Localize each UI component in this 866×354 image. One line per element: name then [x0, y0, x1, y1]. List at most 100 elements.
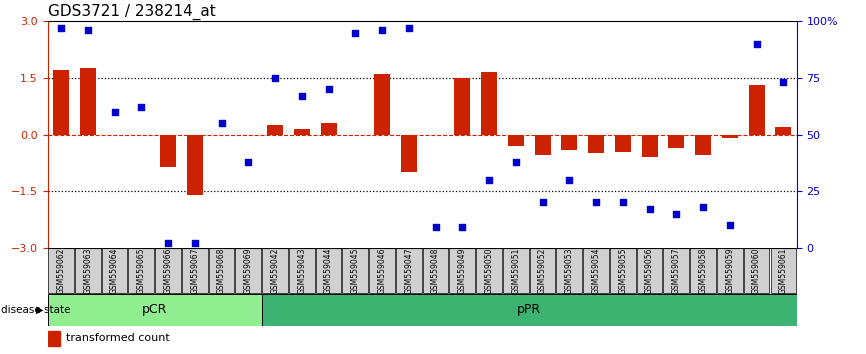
Text: GSM559062: GSM559062	[56, 247, 66, 294]
Text: GSM559064: GSM559064	[110, 247, 119, 294]
FancyBboxPatch shape	[48, 294, 262, 326]
Bar	[561, 135, 578, 150]
Text: GSM559053: GSM559053	[565, 247, 574, 294]
Bar	[455, 78, 470, 135]
FancyBboxPatch shape	[289, 248, 314, 293]
Bar	[481, 72, 497, 135]
Text: GSM559068: GSM559068	[217, 247, 226, 294]
Text: GSM559048: GSM559048	[431, 247, 440, 294]
FancyBboxPatch shape	[503, 248, 528, 293]
Point	[134, 104, 148, 110]
FancyBboxPatch shape	[262, 248, 288, 293]
Point	[643, 206, 656, 212]
Text: GSM559049: GSM559049	[458, 247, 467, 294]
FancyBboxPatch shape	[717, 248, 743, 293]
Point	[429, 224, 443, 230]
Point	[215, 120, 229, 126]
Text: GSM559057: GSM559057	[672, 247, 681, 294]
FancyBboxPatch shape	[476, 248, 502, 293]
Text: GSM559059: GSM559059	[726, 247, 734, 294]
FancyBboxPatch shape	[771, 248, 796, 293]
Text: transformed count: transformed count	[66, 333, 170, 343]
FancyBboxPatch shape	[48, 248, 74, 293]
Bar	[588, 135, 604, 153]
Bar	[187, 135, 203, 195]
FancyBboxPatch shape	[663, 248, 689, 293]
Point	[321, 86, 335, 92]
Text: GSM559055: GSM559055	[618, 247, 627, 294]
Bar	[320, 123, 337, 135]
Bar	[53, 70, 69, 135]
Text: GSM559061: GSM559061	[779, 247, 788, 294]
FancyBboxPatch shape	[557, 248, 582, 293]
Text: GSM559052: GSM559052	[538, 247, 547, 294]
Bar	[695, 135, 711, 155]
FancyBboxPatch shape	[209, 248, 235, 293]
Point	[750, 41, 764, 47]
Point	[54, 25, 68, 31]
FancyBboxPatch shape	[262, 294, 797, 326]
Text: GSM559066: GSM559066	[164, 247, 172, 294]
Point	[188, 240, 202, 246]
Text: GSM559058: GSM559058	[699, 247, 708, 294]
Point	[375, 28, 389, 33]
Text: GSM559046: GSM559046	[378, 247, 386, 294]
Bar	[615, 135, 630, 152]
Text: GSM559056: GSM559056	[645, 247, 654, 294]
Bar	[80, 68, 96, 135]
Bar	[267, 125, 283, 135]
FancyBboxPatch shape	[101, 248, 127, 293]
Text: GSM559063: GSM559063	[83, 247, 93, 294]
Point	[536, 200, 550, 205]
Point	[509, 159, 523, 165]
Point	[696, 204, 710, 210]
Text: pPR: pPR	[517, 303, 541, 316]
Text: disease state: disease state	[1, 305, 70, 315]
Text: GSM559043: GSM559043	[297, 247, 307, 294]
FancyBboxPatch shape	[369, 248, 395, 293]
FancyBboxPatch shape	[637, 248, 662, 293]
Point	[777, 80, 791, 85]
Point	[348, 30, 362, 35]
Bar	[507, 135, 524, 146]
Point	[589, 200, 603, 205]
Point	[294, 93, 308, 99]
Text: GSM559069: GSM559069	[244, 247, 253, 294]
Bar	[642, 135, 657, 157]
Text: GSM559067: GSM559067	[191, 247, 199, 294]
Point	[616, 200, 630, 205]
Text: GSM559065: GSM559065	[137, 247, 145, 294]
FancyBboxPatch shape	[423, 248, 449, 293]
FancyBboxPatch shape	[182, 248, 208, 293]
Point	[81, 28, 94, 33]
FancyBboxPatch shape	[530, 248, 555, 293]
Text: GSM559051: GSM559051	[511, 247, 520, 294]
Text: GSM559044: GSM559044	[324, 247, 333, 294]
Bar	[748, 85, 765, 135]
FancyBboxPatch shape	[744, 248, 769, 293]
Text: GDS3721 / 238214_at: GDS3721 / 238214_at	[48, 4, 216, 20]
FancyBboxPatch shape	[155, 248, 181, 293]
Text: GSM559054: GSM559054	[591, 247, 600, 294]
Text: GSM559045: GSM559045	[351, 247, 359, 294]
Point	[456, 224, 469, 230]
Text: GSM559050: GSM559050	[485, 247, 494, 294]
FancyBboxPatch shape	[316, 248, 341, 293]
FancyBboxPatch shape	[449, 248, 475, 293]
Point	[268, 75, 282, 81]
Bar	[401, 135, 417, 172]
FancyBboxPatch shape	[583, 248, 609, 293]
Point	[562, 177, 576, 183]
FancyBboxPatch shape	[610, 248, 636, 293]
Point	[669, 211, 683, 217]
Text: GSM559042: GSM559042	[270, 247, 280, 294]
Bar	[721, 135, 738, 138]
Point	[402, 25, 416, 31]
FancyBboxPatch shape	[236, 248, 262, 293]
Text: ▶: ▶	[36, 305, 43, 315]
Point	[107, 109, 121, 115]
Bar	[294, 129, 310, 135]
Text: GSM559060: GSM559060	[752, 247, 761, 294]
FancyBboxPatch shape	[128, 248, 154, 293]
FancyBboxPatch shape	[396, 248, 422, 293]
